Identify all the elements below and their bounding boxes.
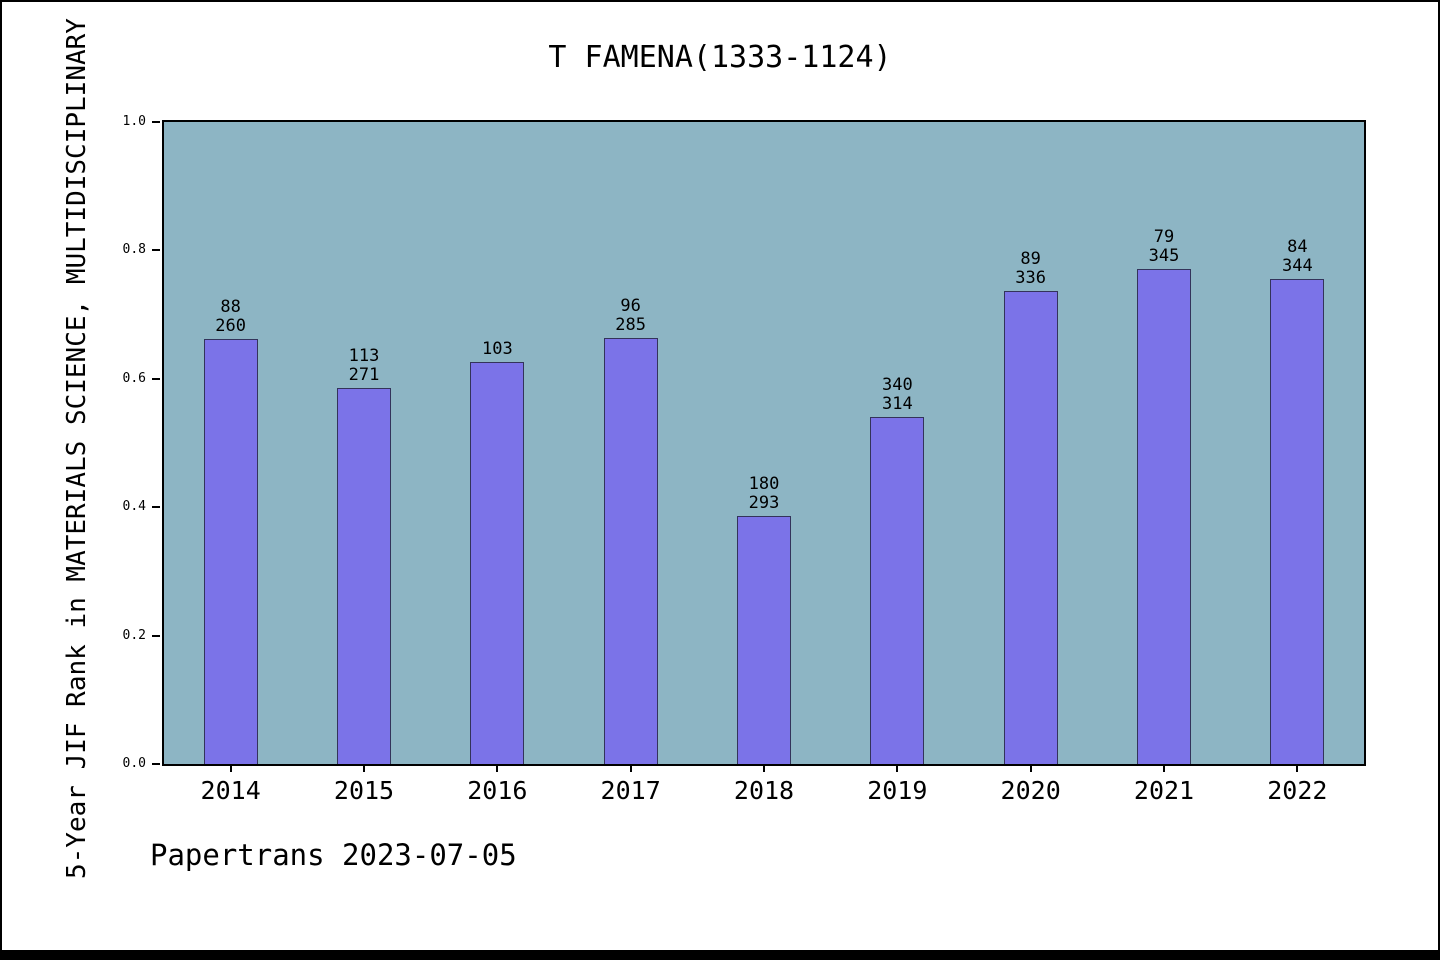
x-tick-mark [1029, 764, 1032, 772]
bar-value-label-2016: 103 [481, 338, 513, 359]
bar-2015 [337, 388, 391, 764]
bar-2014 [203, 339, 258, 764]
x-tick-mark [629, 764, 632, 772]
x-tick-label-2016: 2016 [467, 776, 528, 805]
bar-value-label-2018: 180 293 [748, 473, 780, 513]
bar-2021 [1137, 269, 1191, 764]
x-tick-label-2015: 2015 [333, 776, 395, 805]
x-tick-mark [763, 764, 765, 772]
bar-value-label-2020: 89 336 [1015, 248, 1047, 288]
bar-value-label-2015: 113 271 [348, 345, 380, 385]
y-tick-mark [152, 249, 160, 252]
x-tick-mark [1296, 764, 1299, 772]
x-tick-label-2021: 2021 [1133, 776, 1195, 805]
y-tick-mark [152, 121, 160, 123]
x-tick-mark [496, 764, 499, 772]
y-tick-label: 0.4 [122, 499, 146, 515]
y-tick-mark [152, 506, 160, 509]
x-tick-label-2019: 2019 [867, 776, 928, 805]
bar-2019 [870, 417, 925, 764]
x-tick-label-2014: 2014 [200, 776, 261, 805]
x-tick-mark [1163, 764, 1165, 772]
x-tick-label-2022: 2022 [1267, 776, 1328, 805]
y-tick-mark [152, 377, 160, 380]
bar-2016 [470, 362, 525, 764]
y-tick-mark [152, 634, 160, 637]
y-tick-label: 0.6 [122, 370, 146, 386]
bar-value-label-2022: 84 344 [1281, 236, 1313, 276]
bar-value-label-2019: 340 314 [881, 374, 913, 414]
bottom-border [2, 950, 1438, 958]
y-tick-mark [152, 763, 160, 765]
footer-text: Papertrans 2023-07-05 [150, 838, 517, 872]
y-tick-label: 0.2 [122, 627, 146, 643]
bar-value-label-2014: 88 260 [215, 296, 247, 336]
y-tick-label: 0.0 [122, 756, 146, 771]
bar-value-label-2021: 79 345 [1148, 226, 1180, 266]
y-tick-label: 0.8 [122, 242, 146, 258]
chart-title: T FAMENA(1333-1124) [548, 40, 892, 75]
plot-area: 0.0 0.2 0.4 0.6 0.8 1.0 88 260 2014 113 271 2015 1… [123, 114, 1366, 805]
bar-value-label-2017: 96 285 [615, 295, 647, 335]
x-tick-mark [896, 764, 899, 772]
x-tick-label-2017: 2017 [600, 776, 661, 805]
bar-2018 [737, 516, 791, 764]
bar-2022 [1270, 279, 1325, 764]
y-axis-label: 5-Year JIF Rank in MATERIALS SCIENCE, MU… [62, 18, 92, 879]
y-tick-label: 1.0 [122, 114, 146, 129]
x-tick-label-2018: 2018 [733, 776, 795, 805]
bar-2020 [1003, 291, 1058, 764]
x-tick-mark [229, 764, 232, 772]
x-tick-mark [363, 764, 365, 772]
bar-2017 [603, 338, 658, 764]
x-tick-label-2020: 2020 [1000, 776, 1061, 805]
